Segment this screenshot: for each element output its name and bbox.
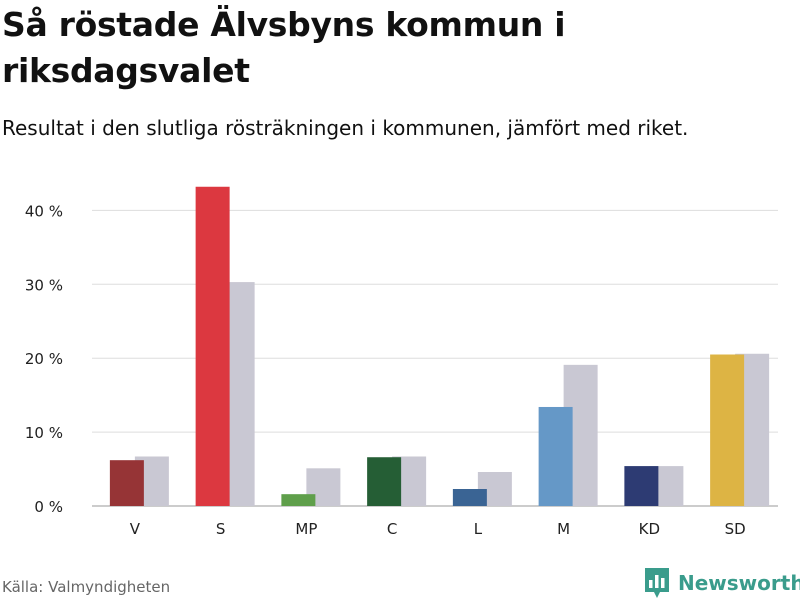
newsworthy-logo-icon	[645, 568, 669, 598]
y-tick-label: 20 %	[25, 350, 63, 368]
x-tick-label: KD	[639, 520, 660, 538]
source-note: Källa: Valmyndigheten	[2, 578, 171, 596]
y-tick-label: 0 %	[34, 498, 63, 516]
x-tick-label: V	[130, 520, 141, 538]
newsworthy-logo: Newsworthy	[644, 566, 800, 600]
bar-municipality-l	[452, 489, 487, 506]
bar-chart: 0 % 10 % 20 % 30 % 40 % V S MP C L M KD SD	[25, 186, 778, 538]
x-tick-label: SD	[725, 520, 746, 538]
bar-municipality-s	[195, 186, 230, 506]
bar-municipality-mp	[281, 494, 316, 506]
bar-municipality-sd	[710, 354, 745, 506]
x-tick-label: M	[557, 520, 570, 538]
chart-title: Så röstade Älvsbyns kommun i riksdagsval…	[2, 5, 566, 90]
x-tick-label: MP	[295, 520, 317, 538]
y-tick-label: 40 %	[25, 202, 63, 220]
y-tick-label: 30 %	[25, 276, 63, 294]
bar-municipality-c	[367, 457, 402, 506]
bar-municipality-kd	[624, 466, 659, 506]
y-tick-label: 10 %	[25, 424, 63, 442]
bar-municipality-m	[538, 406, 573, 506]
brand-name: Newsworthy	[678, 571, 800, 595]
x-tick-label: C	[387, 520, 397, 538]
x-tick-label: L	[474, 520, 483, 538]
chart-subtitle: Resultat i den slutliga rösträkningen i …	[2, 116, 689, 140]
x-tick-label: S	[216, 520, 226, 538]
bar-municipality-v	[109, 460, 144, 506]
